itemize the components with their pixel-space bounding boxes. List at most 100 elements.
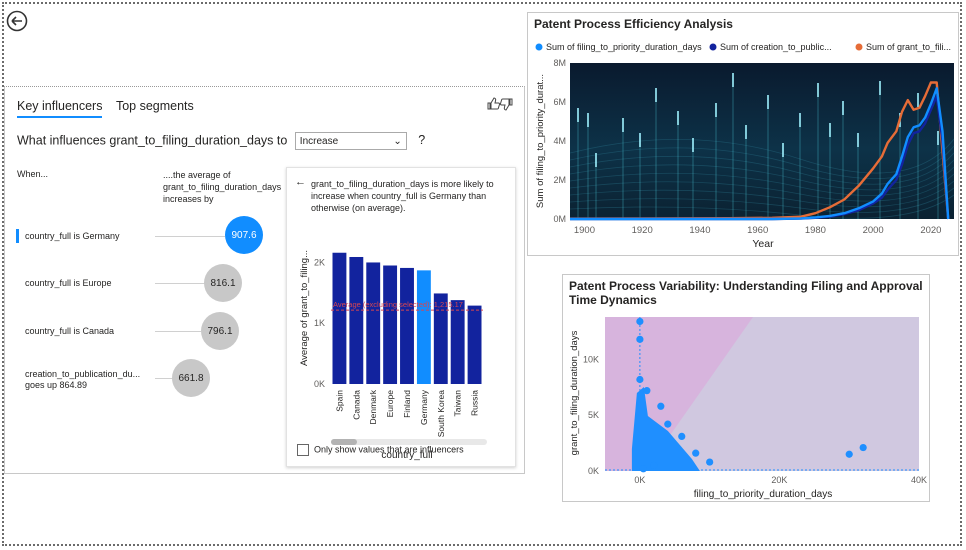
scatter-point xyxy=(706,458,713,465)
scatter-point xyxy=(692,450,699,457)
connector-line xyxy=(155,378,173,379)
ki-question: What influences grant_to_filing_duration… xyxy=(17,132,425,150)
influencer-bubble[interactable]: 661.8 xyxy=(172,359,210,397)
scatter-point xyxy=(860,444,867,451)
x-tick-label: 40K xyxy=(911,475,927,485)
x-tick-label: Germany xyxy=(419,389,429,425)
y-tick-label: 10K xyxy=(583,354,599,364)
x-tick-label: Taiwan xyxy=(453,390,463,417)
scatter-point xyxy=(657,403,664,410)
x-tick-label: 20K xyxy=(771,475,787,485)
scatter-point xyxy=(636,376,643,383)
x-tick-label: Canada xyxy=(351,390,361,420)
scatter-point xyxy=(643,387,650,394)
legend-marker xyxy=(536,44,543,51)
legend-label: Sum of creation_to_public... xyxy=(720,42,832,52)
variability-chart-card: Patent Process Variability: Understandin… xyxy=(562,274,930,502)
legend-marker xyxy=(856,44,863,51)
y-tick-label: 0M xyxy=(553,214,566,224)
y-tick-label: 0K xyxy=(588,466,599,476)
y-axis-title: Average of grant_to_filing... xyxy=(299,250,310,366)
direction-dropdown[interactable]: Increase ⌄ xyxy=(295,132,407,150)
variability-scatter-chart: 0K5K10K0K20K40Kfiling_to_priority_durati… xyxy=(563,275,931,503)
x-tick-label: 1940 xyxy=(689,225,710,236)
influencer-bubble[interactable]: 907.6 xyxy=(225,216,263,254)
feedback-icons xyxy=(486,97,514,114)
back-arrow-icon[interactable]: ← xyxy=(295,176,306,188)
efficiency-line-chart: Sum of filing_to_priority_duration_days S… xyxy=(528,13,960,257)
bar-russia xyxy=(468,306,482,384)
y-tick-label: 8M xyxy=(553,58,566,68)
bar-europe xyxy=(383,266,397,385)
col-avg-header: ....the average of grant_to_filing_durat… xyxy=(163,169,283,205)
tab-top-segments[interactable]: Top segments xyxy=(116,99,194,116)
y-tick-label: 2K xyxy=(314,257,325,267)
checkbox[interactable] xyxy=(297,444,309,456)
connector-line xyxy=(155,236,225,237)
back-arrow-icon[interactable] xyxy=(6,10,28,32)
x-axis-title: filing_to_priority_duration_days xyxy=(694,489,832,500)
y-axis-title: Sum of filing_to_priority_durat... xyxy=(535,74,546,208)
legend-label: Sum of grant_to_fili... xyxy=(866,42,951,52)
x-tick-label: Denmark xyxy=(368,389,378,424)
scatter-point xyxy=(664,421,671,428)
scatter-point xyxy=(636,318,643,325)
scatter-point xyxy=(678,433,685,440)
question-text: What influences grant_to_filing_duration… xyxy=(17,133,287,147)
y-axis-title: grant_to_filing_duration_days xyxy=(569,330,580,455)
influencer-filter-checkbox[interactable]: Only show values that are influencers xyxy=(297,444,464,456)
x-tick-label: South Korea xyxy=(436,390,446,438)
y-tick-label: 1K xyxy=(314,318,325,328)
dropdown-value: Increase xyxy=(300,136,338,147)
scatter-point xyxy=(650,462,657,469)
average-label: Average (excluding selected): 1,215.17 xyxy=(333,300,463,309)
x-tick-label: Europe xyxy=(385,390,395,418)
influencer-detail-panel: ← grant_to_filing_duration_days is more … xyxy=(286,167,516,467)
scatter-point xyxy=(636,336,643,343)
bar-denmark xyxy=(366,262,380,384)
x-axis-title: Year xyxy=(752,238,774,250)
x-tick-label: 0K xyxy=(634,475,645,485)
x-tick-label: 2000 xyxy=(863,225,884,236)
connector-line xyxy=(155,283,205,284)
influencer-bubble[interactable]: 796.1 xyxy=(201,312,239,350)
bar-germany xyxy=(417,270,431,384)
y-tick-label: 2M xyxy=(553,175,566,185)
key-influencers-visual: Key influencers Top segments What influe… xyxy=(4,86,525,474)
x-tick-label: Finland xyxy=(402,390,412,418)
bar-taiwan xyxy=(451,300,465,384)
bar-spain xyxy=(333,253,347,384)
y-tick-label: 6M xyxy=(553,97,566,107)
x-tick-label: 1960 xyxy=(747,225,768,236)
x-tick-label: Russia xyxy=(470,390,480,416)
connector-line xyxy=(155,331,201,332)
bar-finland xyxy=(400,268,414,384)
y-tick-label: 4M xyxy=(553,136,566,146)
x-tick-label: 1900 xyxy=(574,225,595,236)
efficiency-chart-card: Patent Process Efficiency Analysis Sum o… xyxy=(527,12,959,256)
scatter-point xyxy=(640,465,647,472)
thumbs-feedback-icon[interactable] xyxy=(486,97,514,111)
x-tick-label: 1920 xyxy=(632,225,653,236)
x-tick-label: 1980 xyxy=(805,225,826,236)
influencer-label[interactable]: country_full is Canada xyxy=(25,326,140,337)
help-icon[interactable]: ? xyxy=(418,133,425,147)
ki-bar-chart: 0K 1K 2K Spain Canada Denmark Europe Finland Ger… xyxy=(287,208,515,470)
x-tick-label: 2020 xyxy=(920,225,941,236)
influencer-label[interactable]: country_full is Germany xyxy=(25,231,140,242)
influencer-bubble[interactable]: 816.1 xyxy=(204,264,242,302)
influencer-label[interactable]: country_full is Europe xyxy=(25,278,140,289)
chevron-down-icon: ⌄ xyxy=(393,133,401,151)
legend-label: Sum of filing_to_priority_duration_days xyxy=(546,42,702,52)
bar-canada xyxy=(349,257,363,384)
ki-tabs: Key influencers Top segments xyxy=(17,99,204,118)
x-tick-label: Spain xyxy=(334,390,344,412)
y-tick-label: 0K xyxy=(314,379,325,389)
scatter-point xyxy=(846,451,853,458)
col-when-header: When... xyxy=(17,169,48,179)
selected-indicator xyxy=(16,229,19,243)
influencer-label[interactable]: creation_to_publication_du... goes up 86… xyxy=(25,369,140,391)
checkbox-label: Only show values that are influencers xyxy=(314,444,464,454)
legend-marker xyxy=(710,44,717,51)
tab-key-influencers[interactable]: Key influencers xyxy=(17,99,102,118)
